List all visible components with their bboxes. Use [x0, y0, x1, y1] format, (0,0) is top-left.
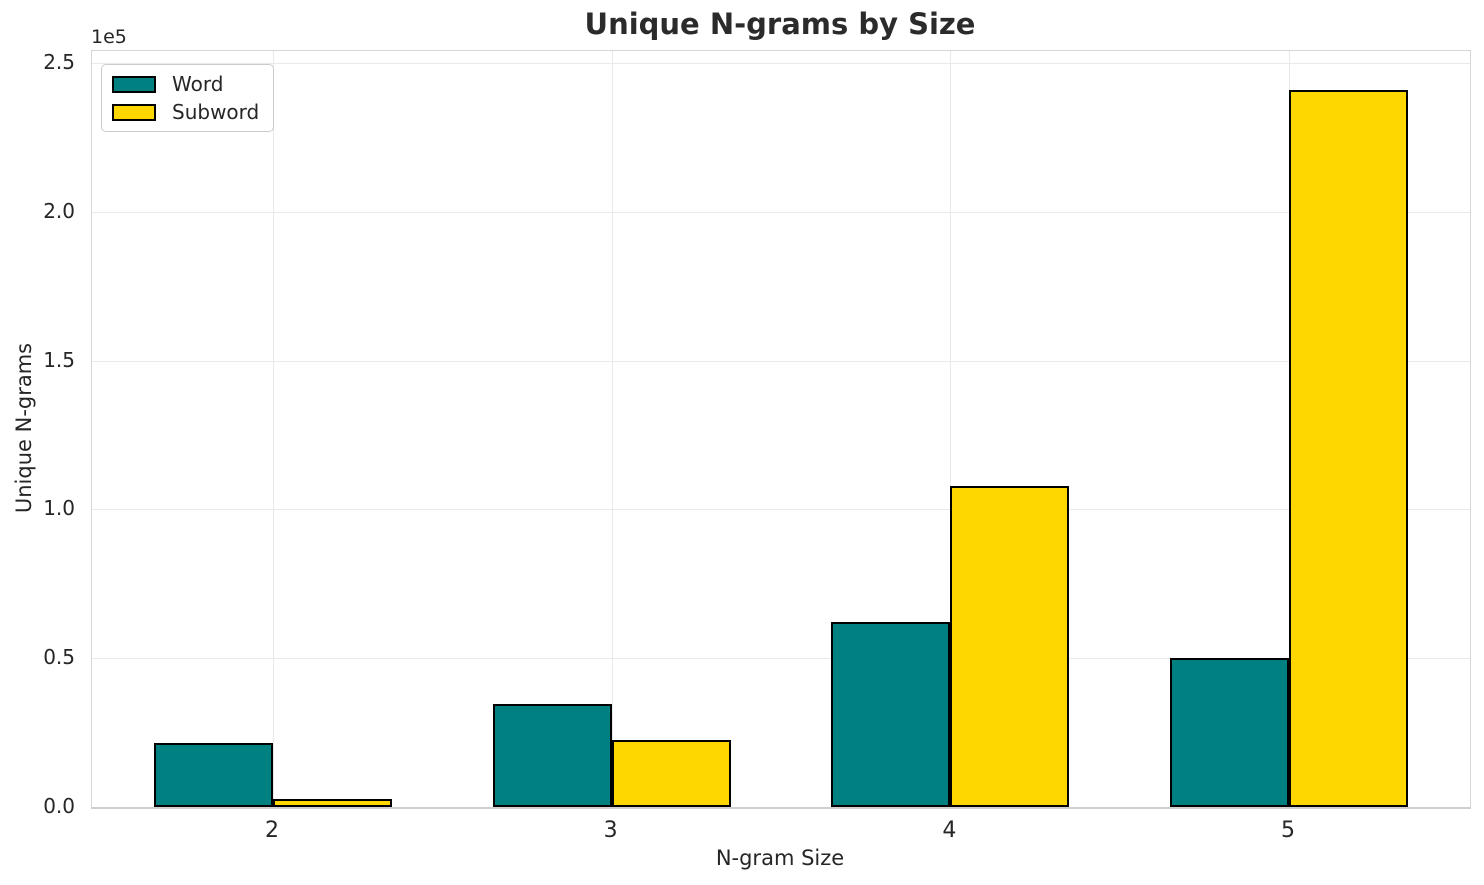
x-tick-label-2: 2 [264, 818, 279, 843]
x-axis-label: N-gram Size [715, 846, 845, 870]
y-tick-label-0.5: 0.5 [43, 645, 75, 670]
y-axis-offset-label: 1e5 [91, 26, 127, 48]
h-gridline-2.5 [92, 62, 1470, 64]
legend-swatch-word [112, 75, 156, 93]
bar-subword-5 [1288, 89, 1408, 807]
legend: Word Subword [101, 64, 275, 132]
h-gridline-2.0 [92, 211, 1470, 213]
bar-word-4 [831, 622, 951, 807]
legend-item-subword: Subword [112, 102, 259, 122]
x-tick-label-4: 4 [942, 818, 957, 843]
bar-word-5 [1169, 658, 1289, 807]
plot-area: Word Subword [91, 50, 1471, 809]
legend-label-word: Word [172, 72, 224, 96]
v-gridline-2 [272, 51, 274, 807]
bar-subword-4 [950, 485, 1070, 807]
x-tick-label-3: 3 [603, 818, 618, 843]
y-tick-label-2.0: 2.0 [43, 198, 75, 223]
legend-label-subword: Subword [172, 100, 260, 124]
v-gridline-3 [611, 51, 613, 807]
bar-subword-3 [611, 740, 731, 807]
h-gridline-1.5 [92, 360, 1470, 362]
legend-swatch-subword [112, 103, 156, 121]
v-gridline-4 [950, 51, 952, 807]
bar-word-2 [153, 743, 273, 807]
bar-word-3 [492, 704, 612, 807]
y-tick-label-2.5: 2.5 [43, 49, 75, 74]
h-gridline-1.0 [92, 509, 1470, 511]
chart-title: Unique N-grams by Size [584, 7, 976, 41]
legend-item-word: Word [112, 74, 259, 94]
y-tick-label-1.0: 1.0 [43, 496, 75, 521]
y-tick-label-0.0: 0.0 [43, 794, 75, 818]
y-axis-label: Unique N-grams [12, 342, 36, 514]
y-tick-label-1.5: 1.5 [43, 347, 75, 372]
x-tick-label-5: 5 [1280, 818, 1295, 843]
h-gridline-0.5 [92, 658, 1470, 660]
bar-subword-2 [272, 798, 392, 807]
